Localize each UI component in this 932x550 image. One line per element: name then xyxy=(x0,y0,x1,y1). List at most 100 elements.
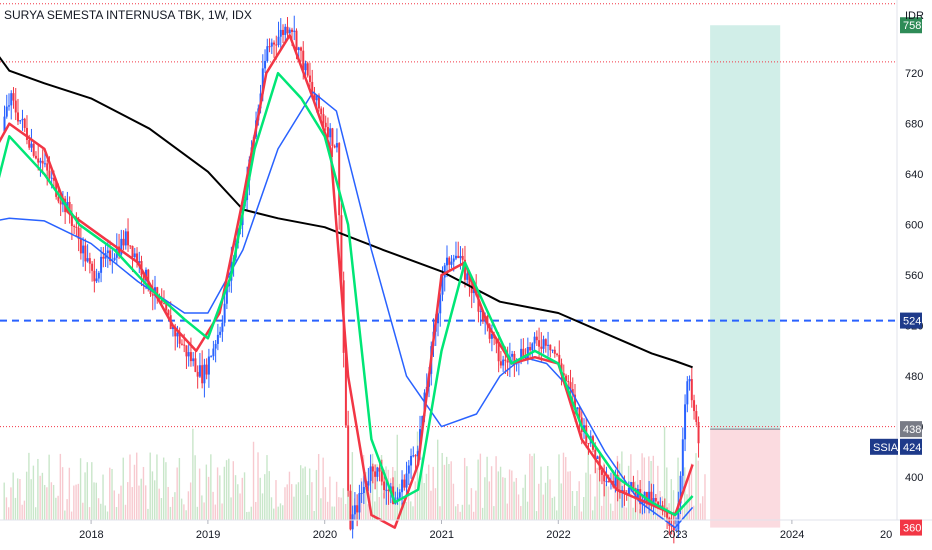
candle-body xyxy=(672,526,675,531)
candle-body xyxy=(450,261,453,265)
volume-bar xyxy=(75,484,77,520)
volume-bar xyxy=(14,497,17,520)
volume-bar xyxy=(490,466,493,520)
volume-bar xyxy=(207,476,210,520)
volume-bar xyxy=(30,479,32,520)
volume-bar xyxy=(165,462,167,520)
volume-bar xyxy=(306,494,309,520)
volume-bar xyxy=(704,474,706,520)
volume-bar xyxy=(376,464,378,520)
volume-bar xyxy=(10,487,12,520)
volume-bar xyxy=(252,441,255,520)
candle-body xyxy=(160,298,163,304)
volume-bar xyxy=(304,466,306,520)
volume-bar xyxy=(250,506,252,520)
candle-body xyxy=(380,471,383,482)
volume-bar xyxy=(239,493,241,520)
position-zones xyxy=(710,25,781,528)
candle-body xyxy=(544,339,547,346)
volume-bar xyxy=(605,484,607,520)
candle-body xyxy=(21,118,24,121)
volume-bar xyxy=(210,454,212,520)
volume-bar xyxy=(7,507,10,520)
x-tick-label: 2022 xyxy=(546,529,570,541)
candle-body xyxy=(347,425,350,491)
volume-bar xyxy=(241,477,243,520)
y-tick-label: 640 xyxy=(905,169,923,181)
volume-bar xyxy=(578,481,580,520)
volume-bar xyxy=(138,485,140,520)
candle-body xyxy=(142,275,145,281)
candle-body xyxy=(28,140,31,148)
time-axis[interactable]: 2018 2019 2020 2021 2022 2023 2024 20 xyxy=(79,520,910,541)
volume-bar xyxy=(596,467,598,520)
volume-bar xyxy=(511,470,513,520)
candle-body xyxy=(600,470,603,475)
volume-bar xyxy=(176,467,178,520)
candle-body xyxy=(616,474,619,492)
candle-body xyxy=(156,287,159,297)
candle-body xyxy=(623,489,626,494)
price-badge-label: 438 xyxy=(903,424,921,436)
candle-body xyxy=(681,439,684,476)
candle-body xyxy=(212,348,215,357)
volume-bar xyxy=(538,483,540,520)
volume-bar xyxy=(21,504,23,520)
volume-bar xyxy=(333,506,336,520)
volume-bar xyxy=(317,454,320,520)
volume-bar xyxy=(145,485,147,520)
volume-bar xyxy=(340,497,342,520)
candle-body xyxy=(587,443,590,445)
candle-body xyxy=(358,493,361,513)
volume-bar xyxy=(214,504,217,520)
candle-body xyxy=(43,163,46,165)
candle-body xyxy=(221,322,224,332)
candle-body xyxy=(70,214,73,226)
candle-body xyxy=(313,92,316,101)
candle-body xyxy=(497,343,500,362)
volume-bar xyxy=(625,507,628,520)
candle-body xyxy=(670,525,673,527)
candle-body xyxy=(693,400,696,412)
candle-body xyxy=(504,359,507,362)
candle-body xyxy=(459,255,462,259)
volume-bar xyxy=(351,452,354,520)
volume-bar xyxy=(277,506,279,520)
volume-bar xyxy=(127,482,129,520)
candle-body xyxy=(490,334,493,339)
candle-body xyxy=(133,253,136,258)
candle-body xyxy=(216,334,219,344)
volume-bar xyxy=(466,466,468,520)
volume-bar xyxy=(533,453,535,520)
candle-body xyxy=(567,381,570,383)
candle-body xyxy=(360,493,363,495)
ma-line-green xyxy=(0,71,694,517)
candle-body xyxy=(502,359,505,366)
candle-body xyxy=(632,482,635,489)
volume-bar xyxy=(109,467,111,520)
candle-body xyxy=(205,364,208,375)
volume-bar xyxy=(86,462,89,520)
volume-bar xyxy=(544,482,547,520)
candle-body xyxy=(282,29,285,35)
candle-body xyxy=(562,373,565,376)
volume-bar xyxy=(582,497,585,520)
candle-body xyxy=(270,42,273,47)
volume-bar xyxy=(585,472,587,520)
volume-bar xyxy=(225,460,228,520)
volume-bar xyxy=(515,478,518,520)
volume-bar xyxy=(338,497,340,520)
candle-body xyxy=(356,505,359,513)
candle-body xyxy=(25,127,28,141)
volume-bar xyxy=(556,510,558,520)
volume-bar xyxy=(140,478,142,520)
volume-bar xyxy=(428,464,430,520)
volume-bar xyxy=(88,507,91,520)
volume-bar xyxy=(329,476,331,520)
volume-bar xyxy=(670,479,672,520)
volume-bar xyxy=(273,508,275,520)
volume-bar xyxy=(3,482,5,520)
candle-body xyxy=(513,353,516,365)
